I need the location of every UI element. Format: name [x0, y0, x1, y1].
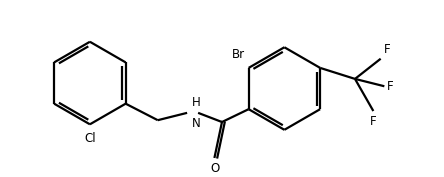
Text: F: F — [384, 43, 390, 56]
Text: Br: Br — [232, 48, 245, 61]
Text: F: F — [387, 80, 394, 93]
Text: N: N — [192, 116, 200, 130]
Text: Cl: Cl — [84, 132, 96, 145]
Text: H: H — [192, 96, 200, 109]
Text: F: F — [370, 115, 377, 128]
Text: O: O — [210, 162, 219, 175]
